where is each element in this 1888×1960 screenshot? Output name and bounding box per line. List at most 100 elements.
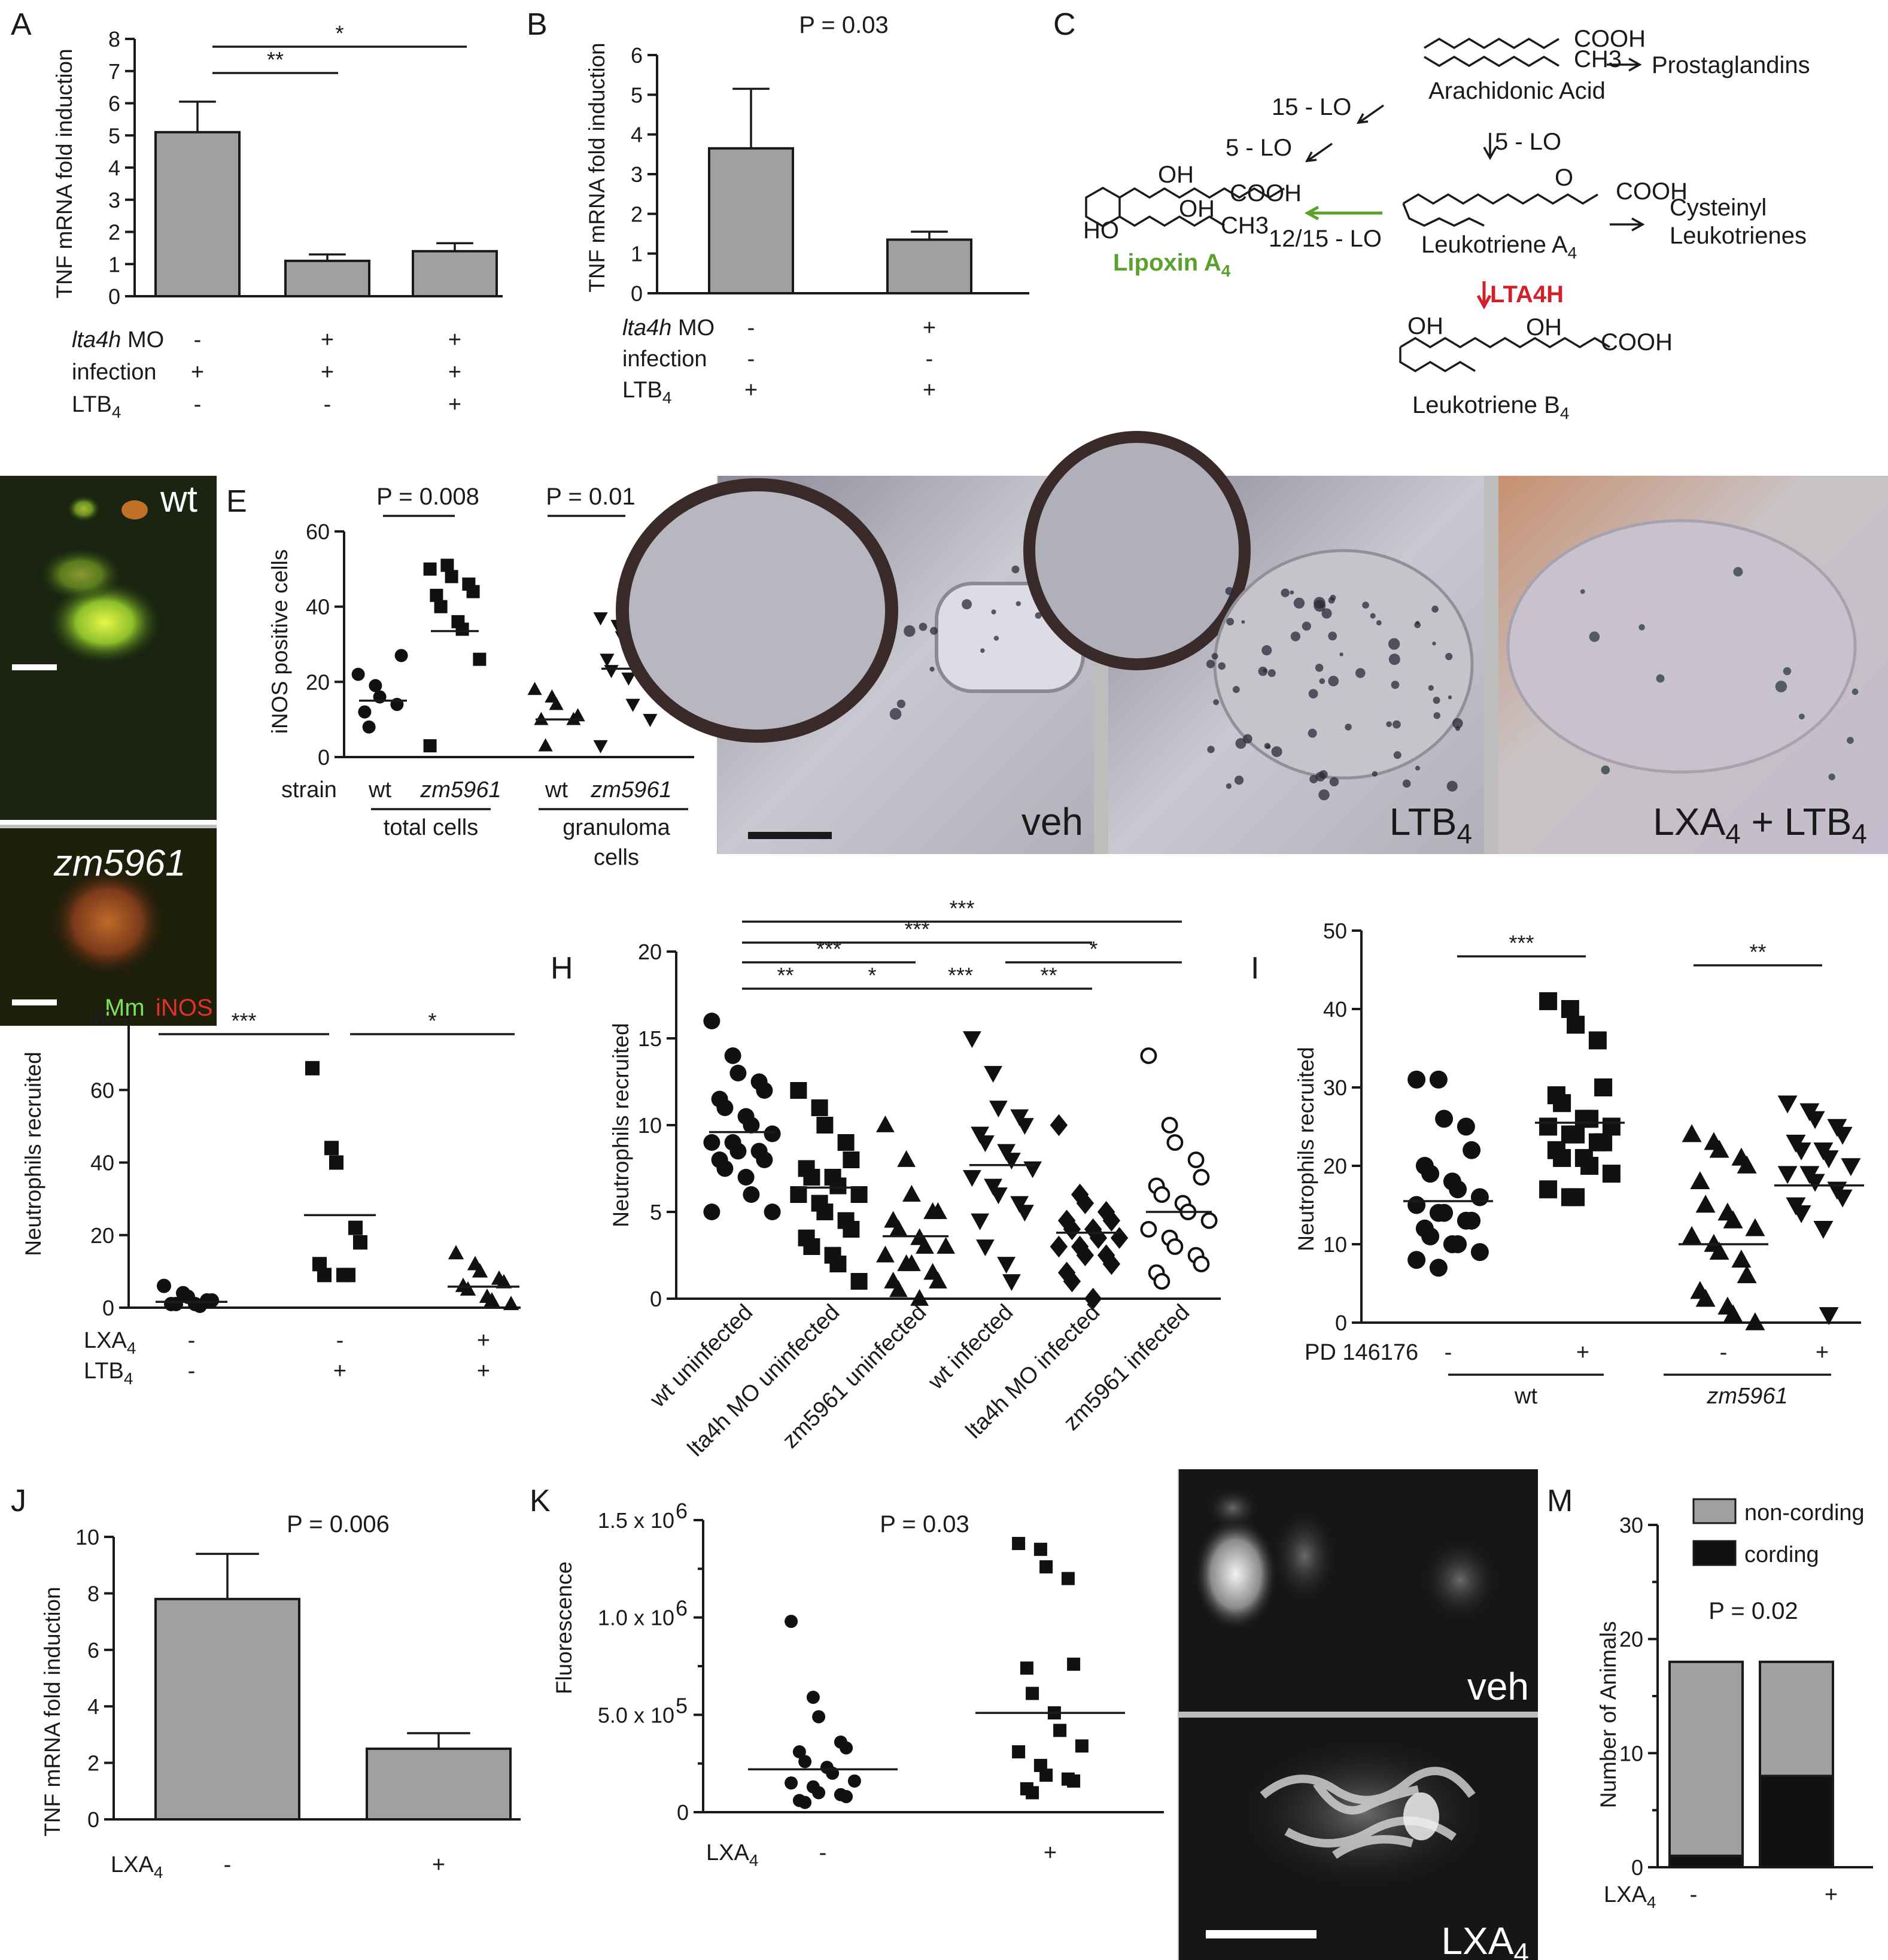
stained-cell-dot <box>1362 601 1369 609</box>
panel-h-point <box>1140 1221 1157 1238</box>
stained-cell-dot <box>1455 726 1461 731</box>
panel-h-point <box>1050 1114 1068 1137</box>
panel-a-row-label-ltb4: LTB4 <box>72 392 121 421</box>
panel-e-strain-values: wt zm5961 wt zm5961 <box>368 777 672 803</box>
arachidonic-cooh: COOH <box>1574 26 1646 52</box>
panel-e-point <box>473 652 487 666</box>
panel-letter-B: B <box>527 7 548 42</box>
stained-cell-dot <box>1433 697 1440 704</box>
stained-cell-dot <box>1345 724 1352 731</box>
panel-a-tick-label: 1 <box>108 252 120 276</box>
panel-h-point <box>989 1101 1008 1118</box>
stained-cell-dot <box>1271 746 1282 758</box>
panel-k-tick-exponent: 5 <box>676 1693 688 1718</box>
panel-h-tick-label: 20 <box>638 940 662 964</box>
panel-m-legend-swatch-cording <box>1692 1540 1737 1566</box>
stained-cell-dot <box>1847 737 1854 744</box>
panel-k-point <box>1012 1537 1026 1551</box>
panel-h-point <box>929 1271 947 1289</box>
panel-i-row-value: - <box>1720 1340 1728 1365</box>
lta4h-label: LTA4H <box>1490 281 1564 308</box>
panel-m-stacked-bar: Number of Animals P = 0.02 non-cording c… <box>1596 1498 1873 1912</box>
stained-cell-dot <box>1452 718 1463 729</box>
stained-cell-dot <box>1328 597 1335 604</box>
panel-a-tick-label: 5 <box>108 123 120 148</box>
panel-g-row-value: - <box>188 1328 196 1353</box>
stained-cell-dot <box>1386 721 1392 727</box>
panel-h-point <box>889 1280 908 1297</box>
stained-cell-dot <box>1234 776 1244 785</box>
panel-h-point <box>1166 1134 1184 1151</box>
lta4-tail <box>1402 203 1485 227</box>
panel-k-tick-label: 5.0 x 10 <box>598 1703 674 1727</box>
panel-h-point <box>910 1289 929 1306</box>
panel-i-point <box>1463 1141 1481 1159</box>
panel-h-point <box>971 1126 989 1144</box>
panel-j-row-label: LXA4 <box>111 1852 163 1882</box>
stained-cell-dot <box>1290 631 1301 642</box>
panel-c-pathway: COOH CH3 Arachidonic Acid Prostaglandins… <box>1083 26 1810 423</box>
panel-h-point <box>843 1151 860 1168</box>
panel-a-row-value: + <box>321 327 334 353</box>
panel-i-point <box>1777 1095 1798 1114</box>
panel-g-row-value: - <box>188 1359 196 1384</box>
panel-h-tick-label: 15 <box>638 1026 662 1051</box>
panel-k-point <box>806 1691 820 1704</box>
lo15-label: 15 - LO <box>1272 94 1351 120</box>
panel-h-point <box>971 1213 989 1230</box>
panel-a-tick-label: 3 <box>108 188 120 212</box>
lipoxin-cooh: COOH <box>1230 180 1302 206</box>
panel-h-point <box>1023 1161 1042 1178</box>
stained-cell-dot <box>1388 638 1400 650</box>
panel-a-tick-label: 6 <box>108 92 120 116</box>
panel-i-point <box>1709 1241 1729 1260</box>
panel-h-category-label: zm5961 uninfected <box>778 1300 932 1454</box>
panel-g-sig-label: *** <box>231 1008 256 1033</box>
panel-k-point <box>812 1710 826 1724</box>
panel-i-point <box>1791 1205 1811 1223</box>
arachidonic-ch3: CH3 <box>1574 46 1622 72</box>
panel-e-strain-value: zm5961 <box>590 777 671 803</box>
stained-cell-dot <box>1433 712 1440 719</box>
panel-g-point <box>341 1268 355 1283</box>
panel-e-group1-label: total cells <box>384 815 478 840</box>
panel-g-tick-label: 40 <box>90 1151 114 1175</box>
panel-h-tick-label: 5 <box>650 1200 662 1224</box>
arachidonic-acid-structure <box>1424 37 1559 50</box>
panel-e-tick-label: 60 <box>306 519 330 544</box>
panel-b-row-value: - <box>926 347 934 372</box>
stained-cell-dot <box>993 636 999 641</box>
stained-cell-dot <box>1227 598 1233 604</box>
panel-h-point <box>1016 1118 1034 1135</box>
stained-cell-dot <box>1733 567 1743 577</box>
panel-g-point <box>205 1293 219 1308</box>
panel-h-tick-label: 0 <box>650 1287 662 1311</box>
stained-cell-dot <box>896 699 906 709</box>
panel-d-divider <box>0 825 217 828</box>
arrow-15lo <box>1356 104 1385 124</box>
stained-cell-dot <box>1402 779 1411 788</box>
panel-m-tick-label: 30 <box>1619 1513 1643 1537</box>
stained-cell-dot <box>1314 597 1325 609</box>
panel-i-point <box>1539 1117 1558 1136</box>
stained-cell-dot <box>1235 738 1246 749</box>
arrow-to-prostaglandins <box>1607 57 1642 72</box>
panel-h-point <box>703 1204 720 1220</box>
panel-i-point <box>1435 1110 1454 1128</box>
lta4-cooh: COOH <box>1616 178 1688 205</box>
panel-i-ylabel: Neutrophils recruited <box>1294 1047 1318 1251</box>
panel-letter-J: J <box>11 1484 26 1518</box>
panel-d-scale-bar-bottom <box>12 999 57 1005</box>
panel-a-row-values: - + + + + + - - + <box>191 327 461 417</box>
panel-k-point <box>1061 1572 1075 1585</box>
panel-l-veh-blob-4 <box>1206 1487 1260 1529</box>
panel-i-point <box>1832 1126 1853 1145</box>
panel-k-point <box>1020 1661 1033 1675</box>
panel-i-sig-label: ** <box>1749 940 1766 964</box>
stained-cell-dot <box>1601 765 1610 774</box>
panel-h-point <box>997 1144 1016 1161</box>
panel-h-point <box>843 1221 860 1238</box>
panel-g-point <box>460 1281 476 1296</box>
stained-cell-dot <box>1656 674 1665 683</box>
